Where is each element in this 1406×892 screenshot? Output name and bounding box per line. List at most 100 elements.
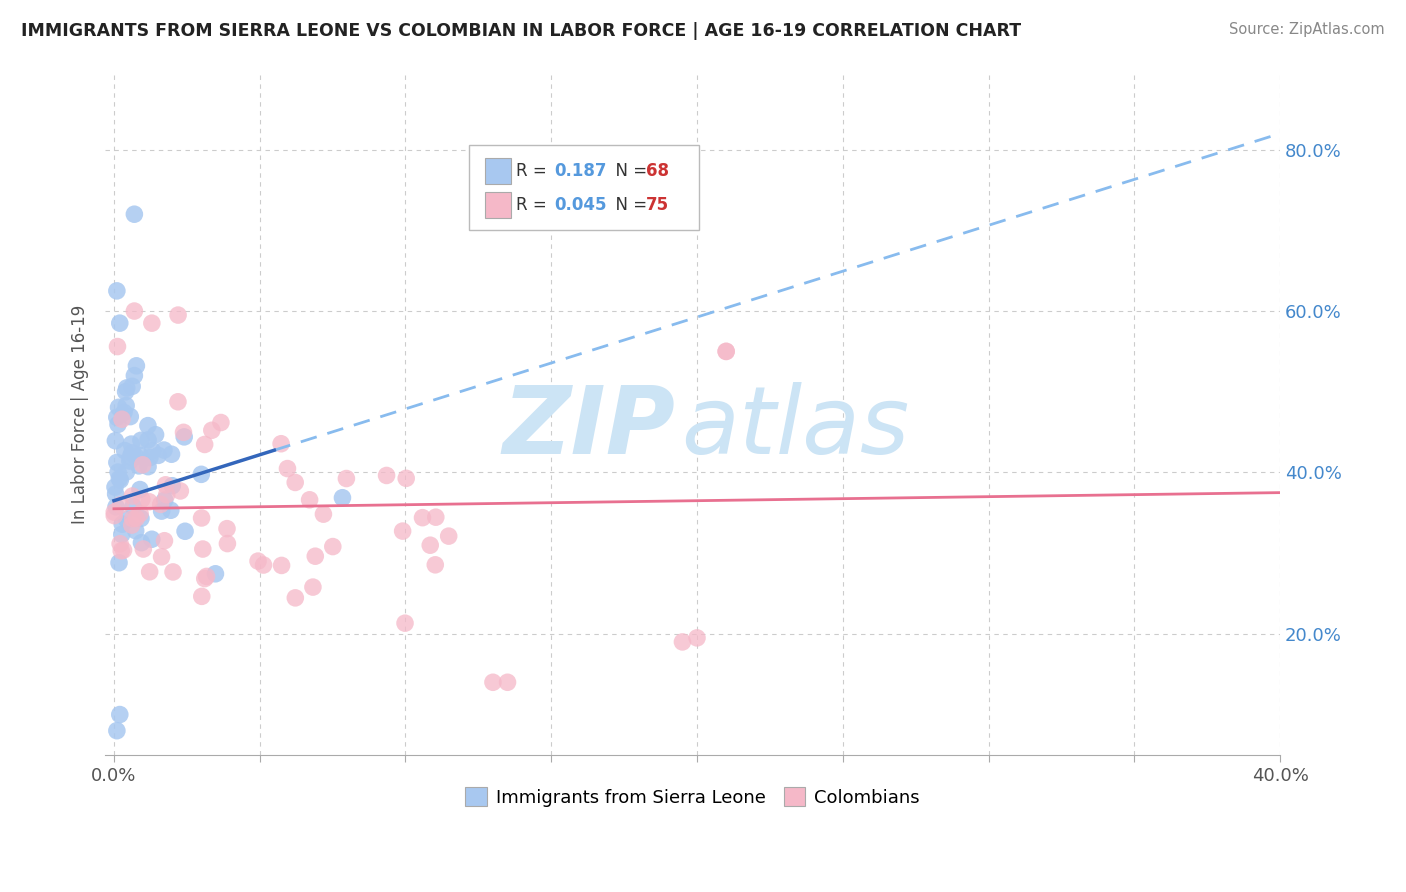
Colombians xyxy=(156,488,179,502)
Colombians xyxy=(173,425,195,440)
Colombians xyxy=(121,511,143,525)
Colombians xyxy=(167,394,190,409)
Colombians xyxy=(141,316,163,330)
Colombians xyxy=(298,492,321,507)
Colombians xyxy=(270,558,292,573)
Immigrants from Sierra Leone xyxy=(131,535,153,549)
Immigrants from Sierra Leone xyxy=(159,503,181,517)
Immigrants from Sierra Leone xyxy=(173,430,195,444)
Immigrants from Sierra Leone xyxy=(121,379,143,393)
Immigrants from Sierra Leone xyxy=(104,480,127,494)
Immigrants from Sierra Leone xyxy=(129,434,152,448)
Colombians xyxy=(270,436,292,450)
Immigrants from Sierra Leone xyxy=(105,455,128,469)
Immigrants from Sierra Leone xyxy=(112,405,135,419)
Immigrants from Sierra Leone xyxy=(136,433,159,447)
Colombians xyxy=(111,412,134,426)
Immigrants from Sierra Leone xyxy=(129,449,152,463)
Colombians xyxy=(335,471,357,485)
Immigrants from Sierra Leone xyxy=(136,459,159,474)
Immigrants from Sierra Leone xyxy=(114,384,136,399)
Colombians xyxy=(201,423,224,437)
Colombians xyxy=(284,591,307,605)
Colombians xyxy=(138,565,160,579)
Immigrants from Sierra Leone xyxy=(129,511,152,525)
Colombians xyxy=(129,507,152,521)
Colombians xyxy=(304,549,326,564)
Immigrants from Sierra Leone xyxy=(136,418,159,433)
Colombians xyxy=(131,458,153,472)
Colombians xyxy=(155,478,177,492)
Immigrants from Sierra Leone xyxy=(145,427,167,442)
Colombians xyxy=(437,529,460,543)
Colombians xyxy=(482,675,505,690)
Immigrants from Sierra Leone xyxy=(121,446,143,460)
Immigrants from Sierra Leone xyxy=(104,487,127,501)
Colombians xyxy=(107,340,129,354)
Text: 75: 75 xyxy=(645,196,669,214)
Immigrants from Sierra Leone xyxy=(125,359,148,373)
Immigrants from Sierra Leone xyxy=(120,437,142,451)
Immigrants from Sierra Leone xyxy=(122,500,145,514)
Colombians xyxy=(412,510,434,524)
Text: N =: N = xyxy=(605,162,652,180)
Text: R =: R = xyxy=(516,196,553,214)
Immigrants from Sierra Leone xyxy=(105,410,128,425)
Immigrants from Sierra Leone xyxy=(110,473,132,487)
Colombians xyxy=(419,538,441,552)
Colombians xyxy=(112,543,135,558)
Immigrants from Sierra Leone xyxy=(153,493,176,508)
Immigrants from Sierra Leone xyxy=(114,443,136,458)
Immigrants from Sierra Leone xyxy=(125,524,148,538)
Immigrants from Sierra Leone xyxy=(108,556,131,570)
Immigrants from Sierra Leone xyxy=(107,417,129,432)
Immigrants from Sierra Leone xyxy=(107,465,129,479)
Text: R =: R = xyxy=(516,162,553,180)
Colombians xyxy=(194,572,217,586)
Immigrants from Sierra Leone xyxy=(111,517,134,532)
Immigrants from Sierra Leone xyxy=(115,381,138,395)
Colombians xyxy=(169,483,191,498)
Colombians xyxy=(121,489,143,503)
Y-axis label: In Labor Force | Age 16-19: In Labor Force | Age 16-19 xyxy=(72,304,89,524)
Colombians xyxy=(108,537,131,551)
Immigrants from Sierra Leone xyxy=(111,527,134,541)
Text: atlas: atlas xyxy=(681,382,910,473)
Colombians xyxy=(132,542,155,557)
Immigrants from Sierra Leone xyxy=(105,284,128,298)
FancyBboxPatch shape xyxy=(470,145,699,230)
Immigrants from Sierra Leone xyxy=(190,467,212,482)
Immigrants from Sierra Leone xyxy=(204,566,226,581)
Colombians xyxy=(425,510,447,524)
Colombians xyxy=(247,554,270,568)
Text: 0.045: 0.045 xyxy=(554,196,606,214)
Immigrants from Sierra Leone xyxy=(124,207,146,221)
Immigrants from Sierra Leone xyxy=(128,458,150,473)
Colombians xyxy=(125,511,148,525)
Legend: Immigrants from Sierra Leone, Colombians: Immigrants from Sierra Leone, Colombians xyxy=(458,780,928,814)
Immigrants from Sierra Leone xyxy=(104,434,127,448)
Colombians xyxy=(110,544,132,558)
Immigrants from Sierra Leone xyxy=(124,368,146,383)
Immigrants from Sierra Leone xyxy=(105,723,128,738)
Immigrants from Sierra Leone xyxy=(141,443,163,458)
Colombians xyxy=(714,344,737,359)
Immigrants from Sierra Leone xyxy=(115,465,138,479)
Colombians xyxy=(195,569,218,583)
Colombians xyxy=(276,461,298,475)
Immigrants from Sierra Leone xyxy=(108,707,131,722)
Colombians xyxy=(121,518,143,533)
Colombians xyxy=(153,533,176,548)
Immigrants from Sierra Leone xyxy=(115,512,138,526)
Colombians xyxy=(284,475,307,490)
Immigrants from Sierra Leone xyxy=(162,479,184,493)
Colombians xyxy=(391,524,413,538)
Immigrants from Sierra Leone xyxy=(129,483,152,497)
Colombians xyxy=(425,558,447,572)
Colombians xyxy=(302,580,325,594)
Immigrants from Sierra Leone xyxy=(115,399,138,413)
Colombians xyxy=(375,468,398,483)
Text: IMMIGRANTS FROM SIERRA LEONE VS COLOMBIAN IN LABOR FORCE | AGE 16-19 CORRELATION: IMMIGRANTS FROM SIERRA LEONE VS COLOMBIA… xyxy=(21,22,1021,40)
Immigrants from Sierra Leone xyxy=(332,491,354,505)
Text: 0.187: 0.187 xyxy=(554,162,606,180)
